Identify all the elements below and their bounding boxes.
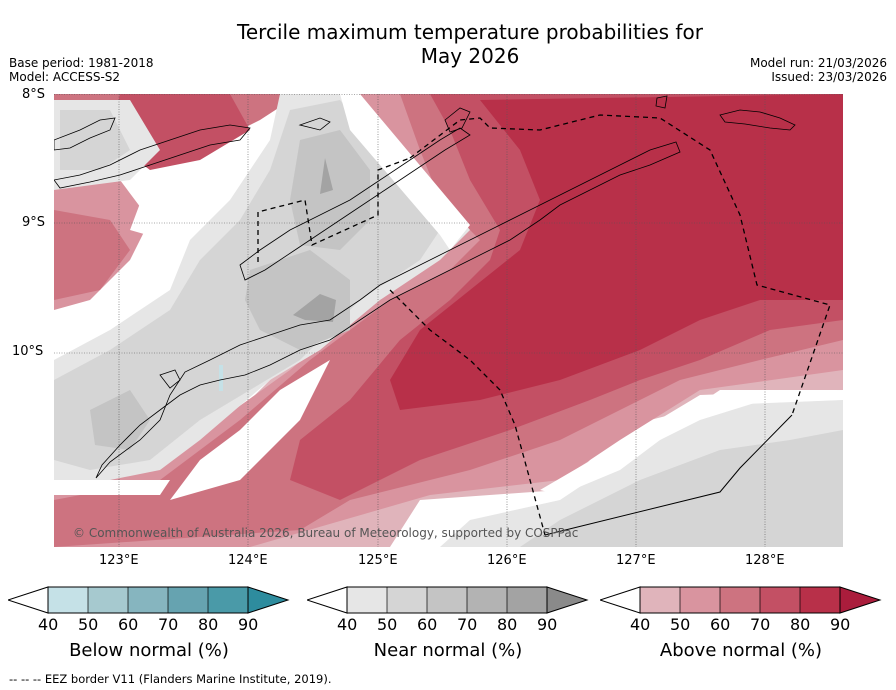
below-normal-label: Below normal (%) [69,640,229,661]
map-title: Tercile maximum temperature probabilitie… [0,20,896,68]
probability-field [54,94,843,547]
near-tick-50: 50 [377,615,398,634]
below-normal-swatch-70 [168,587,208,613]
coastlines [54,95,796,479]
above-normal-swatch-40 [640,587,680,613]
near-normal-label: Near normal (%) [373,640,523,661]
below-tick-80: 80 [198,615,219,634]
eez-border-inner [257,157,411,262]
below-normal-colorbar [8,586,290,614]
below-normal-swatch-80 [208,587,248,613]
near-normal-swatch-70 [467,587,507,613]
near-tick-60: 60 [417,615,438,634]
neutral-band-1 [170,360,330,500]
map-area [54,94,843,547]
above-tick-70: 70 [750,615,771,634]
above-normal-colorbar [600,586,882,614]
lon-label-123e: 123°E [99,553,139,568]
below-normal-patch [219,365,223,391]
eez-border-south-2 [544,414,793,536]
flores-coast [54,124,251,189]
small-island-6 [159,369,181,389]
small-island-4 [719,109,796,131]
below-tick-50: 50 [78,615,99,634]
below-normal-swatch-50 [88,587,128,613]
base-period: Base period: 1981-2018 [9,56,154,70]
above-tick-60: 60 [710,615,731,634]
near-normal-80-region [293,158,336,322]
neutral-band-3 [54,480,170,495]
lon-label-127e: 127°E [616,553,656,568]
eez-footer-note: -- -- -- EEZ border V11 (Flanders Marine… [9,672,332,686]
neutral-band-5 [130,170,200,240]
below-normal-swatch-60 [128,587,168,613]
near-normal-swatch-40 [347,587,387,613]
lon-label-128e: 128°E [745,553,785,568]
title-line-2: May 2026 [420,44,520,68]
near-normal-swatch-60 [427,587,467,613]
neutral-band-4 [340,94,470,250]
near-tick-70: 70 [457,615,478,634]
lat-label-9s: 9°S [22,215,46,230]
eez-border-south [389,289,546,536]
title-line-1: Tercile maximum temperature probabilitie… [237,20,703,44]
eez-borders [257,114,831,536]
lon-label-126e: 126°E [487,553,527,568]
near-tick-40: 40 [337,615,358,634]
near-normal-colorbar [307,586,589,614]
above-tick-90: 90 [830,615,851,634]
near-normal-60-region [90,130,370,450]
near-normal-lower-right-50 [520,430,843,547]
near-normal-swatch-80 [507,587,547,613]
small-island-5 [298,117,331,131]
above-normal-swatch-50 [680,587,720,613]
above-normal-swatch-70 [760,587,800,613]
above-tick-40: 40 [630,615,651,634]
near-tick-90: 90 [537,615,558,634]
small-island-3 [655,95,668,109]
above-normal-swatch-60 [720,587,760,613]
lon-label-125e: 125°E [358,553,398,568]
below-tick-70: 70 [158,615,179,634]
meta-left: Base period: 1981-2018 Model: ACCESS-S2 [9,56,154,84]
meta-right: Model run: 21/03/2026 Issued: 23/03/2026 [750,56,887,84]
lon-label-124e: 124°E [228,553,268,568]
near-normal-swatch-50 [387,587,427,613]
issued-date: Issued: 23/03/2026 [771,70,887,84]
below-tick-90: 90 [238,615,259,634]
near-tick-80: 80 [497,615,518,634]
below-normal-swatch-40 [48,587,88,613]
gridlines [54,94,843,547]
eez-border-north [409,114,831,416]
model-name: Model: ACCESS-S2 [9,70,121,84]
above-normal-swatch-80 [800,587,840,613]
below-tick-40: 40 [38,615,59,634]
above-normal-label: Above normal (%) [659,640,823,661]
small-island-1 [54,117,116,151]
below-tick-60: 60 [118,615,139,634]
above-normal-80-region [390,94,843,410]
lat-label-8s: 8°S [22,87,46,102]
lat-label-10s: 10°S [12,344,44,359]
model-run: Model run: 21/03/2026 [749,56,887,70]
above-tick-50: 50 [670,615,691,634]
timor-island-coast [95,141,681,479]
map-credit: © Commonwealth of Australia 2026, Bureau… [73,526,579,540]
neutral-band-2 [540,390,843,495]
small-island-2 [444,107,471,133]
above-tick-80: 80 [790,615,811,634]
alor-coast [239,127,471,281]
